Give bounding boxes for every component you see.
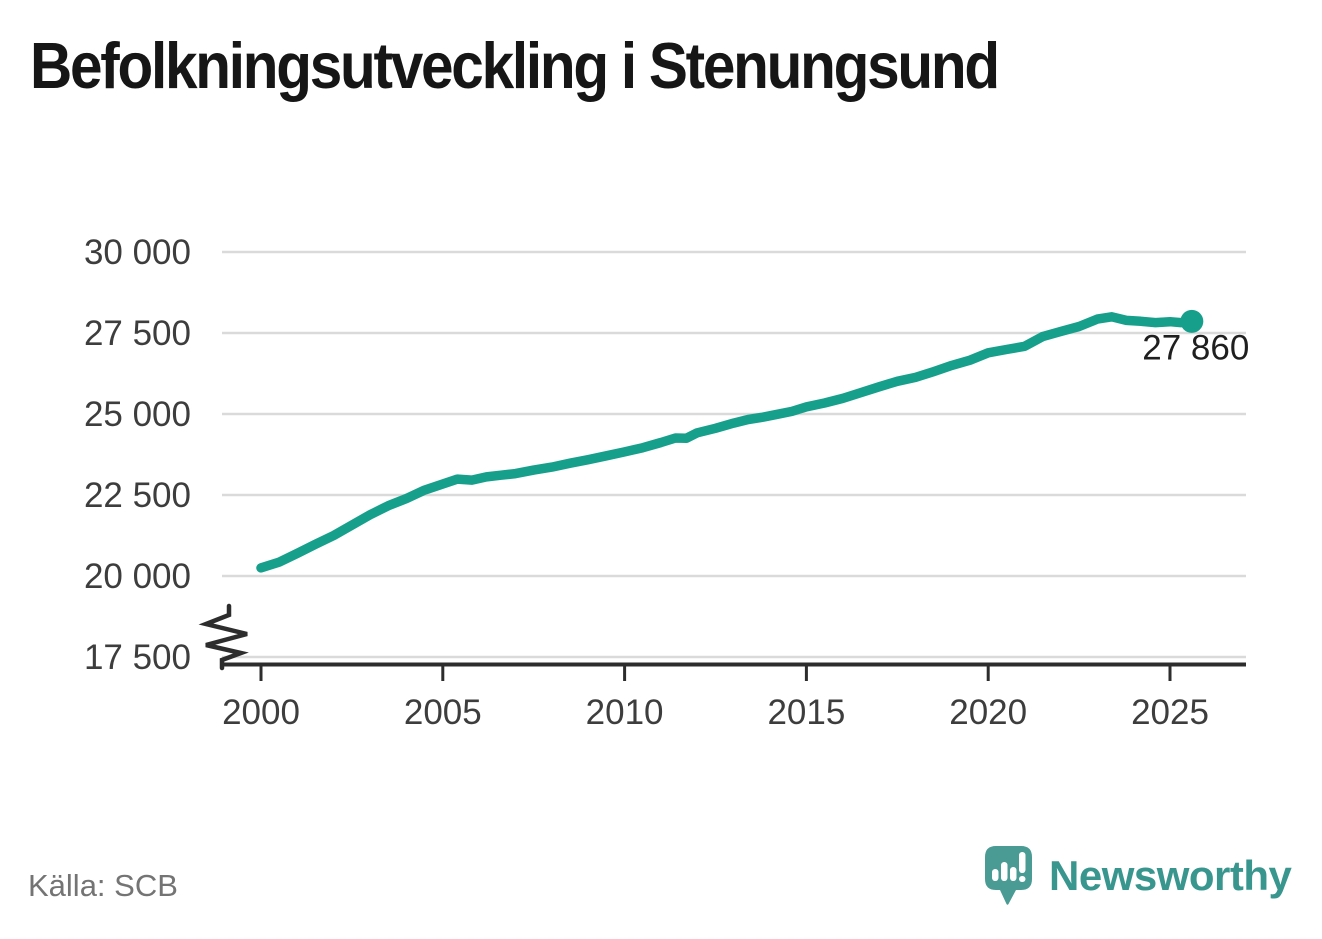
- chart-title: Befolkningsutveckling i Stenungsund: [30, 29, 1000, 102]
- x-tick-label: 2015: [767, 693, 845, 732]
- y-tick-label: 30 000: [84, 233, 191, 272]
- newsworthy-logo-text: Newsworthy: [1049, 852, 1292, 899]
- y-tick-label: 22 500: [84, 476, 191, 515]
- y-tick-label: 17 500: [84, 638, 191, 677]
- newsworthy-logo: Newsworthy: [984, 845, 1292, 907]
- population-line-series: [256, 312, 1197, 573]
- x-tick-label: 2025: [1131, 693, 1209, 732]
- x-tick-label: 2005: [404, 693, 482, 732]
- x-tick-label: 2000: [222, 693, 300, 732]
- x-tick-label: 2020: [949, 693, 1027, 732]
- newsworthy-speech-bubble-bar-chart-icon: [985, 846, 1032, 905]
- y-tick-label: 27 500: [84, 314, 191, 353]
- x-tick-label: 2010: [586, 693, 664, 732]
- end-value-label: 27 860: [1142, 328, 1249, 367]
- source-caption: Källa: SCB: [28, 868, 178, 903]
- y-tick-label: 25 000: [84, 395, 191, 434]
- y-tick-label: 20 000: [84, 557, 191, 596]
- end-point-marker: [1180, 309, 1204, 333]
- y-axis-break-icon: [198, 603, 249, 671]
